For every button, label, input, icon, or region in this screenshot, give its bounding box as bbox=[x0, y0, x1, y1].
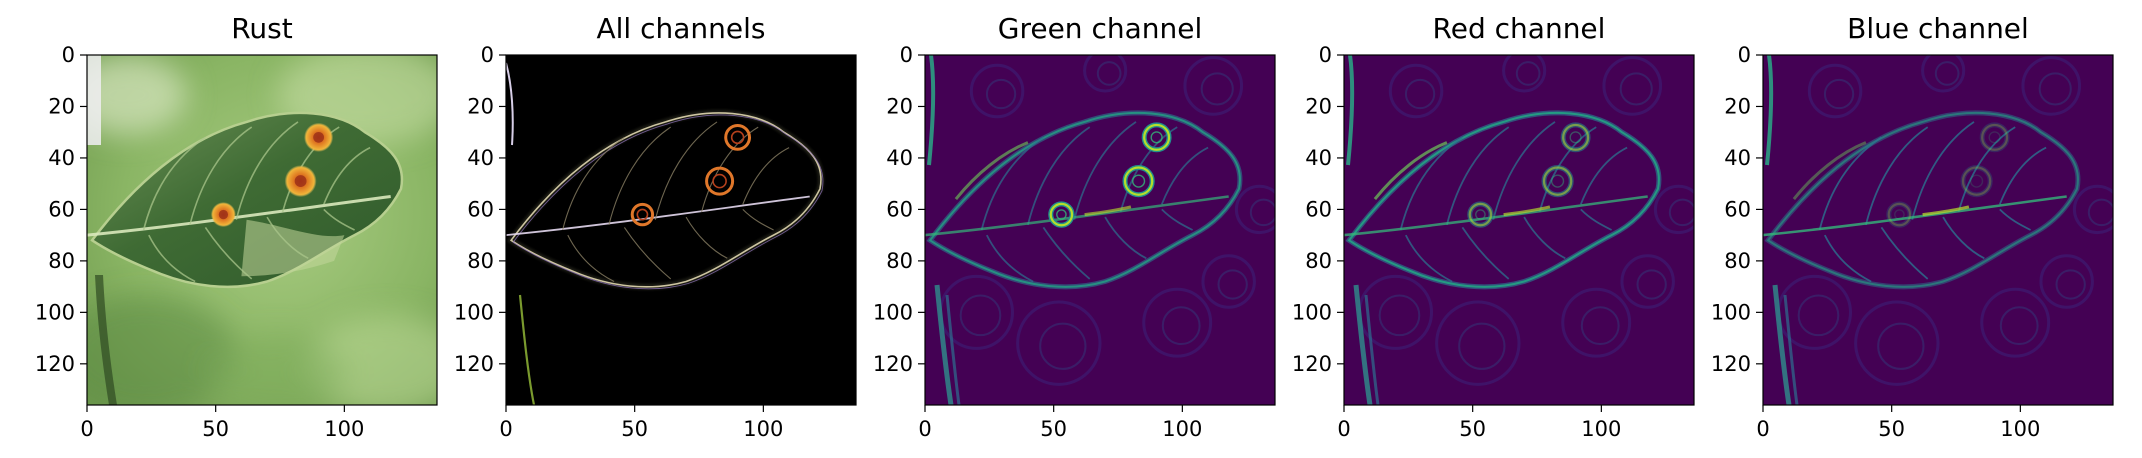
x-tick-label: 100 bbox=[1162, 417, 1202, 441]
x-tick-label: 100 bbox=[324, 417, 364, 441]
y-tick-label: 20 bbox=[886, 94, 913, 118]
x-tick-label: 50 bbox=[1878, 417, 1905, 441]
y-tick-label: 80 bbox=[1305, 249, 1332, 273]
panel-blue-channel: Blue channel 0 20 40 60 80 100 120 0 50 100 bbox=[1711, 12, 2114, 441]
y-tick-label: 100 bbox=[873, 300, 913, 324]
x-tick-label: 100 bbox=[743, 417, 783, 441]
panel-title: Blue channel bbox=[1847, 12, 2029, 45]
y-tick-label: 0 bbox=[481, 43, 494, 67]
panel-title: Rust bbox=[231, 12, 293, 45]
panel-image bbox=[506, 55, 856, 405]
y-tick-label: 80 bbox=[1724, 249, 1751, 273]
panel-red-channel: Red channel 0 20 40 60 80 100 120 0 50 100 bbox=[1292, 12, 1695, 441]
y-tick-label: 60 bbox=[48, 197, 75, 221]
panel-image bbox=[1344, 55, 1694, 405]
x-tick-label: 0 bbox=[1337, 417, 1350, 441]
axes-frame bbox=[1343, 54, 1695, 406]
y-tick-label: 20 bbox=[467, 94, 494, 118]
x-tick-label: 50 bbox=[1040, 417, 1067, 441]
y-tick-label: 40 bbox=[1724, 146, 1751, 170]
axes-frame bbox=[86, 54, 438, 406]
panel-rust: Rust 0 20 40 60 80 100 120 0 50 100 bbox=[35, 12, 438, 441]
x-tick-label: 0 bbox=[918, 417, 931, 441]
y-tick-label: 120 bbox=[1711, 352, 1751, 376]
x-tick-label: 50 bbox=[1459, 417, 1486, 441]
y-tick-label: 60 bbox=[467, 197, 494, 221]
y-tick-label: 20 bbox=[1305, 94, 1332, 118]
panel-green-channel: Green channel 0 20 40 60 80 100 120 0 50 100 bbox=[873, 12, 1276, 441]
panel-image bbox=[87, 55, 437, 405]
axes-frame bbox=[505, 54, 857, 406]
y-tick-label: 120 bbox=[1292, 352, 1332, 376]
y-tick-label: 60 bbox=[1724, 197, 1751, 221]
x-tick-label: 100 bbox=[2000, 417, 2040, 441]
axes-frame bbox=[1762, 54, 2114, 406]
y-tick-label: 60 bbox=[886, 197, 913, 221]
panel-title: Green channel bbox=[998, 12, 1203, 45]
x-tick-label: 0 bbox=[80, 417, 93, 441]
y-tick-label: 120 bbox=[454, 352, 494, 376]
panel-title: All channels bbox=[597, 12, 766, 45]
y-tick-label: 20 bbox=[1724, 94, 1751, 118]
y-tick-label: 0 bbox=[1738, 43, 1751, 67]
x-tick-label: 50 bbox=[621, 417, 648, 441]
y-tick-label: 80 bbox=[467, 249, 494, 273]
panel-image bbox=[925, 55, 1275, 405]
y-tick-label: 20 bbox=[48, 94, 75, 118]
x-tick-label: 100 bbox=[1581, 417, 1621, 441]
panel-image bbox=[1763, 55, 2113, 405]
axes-frame bbox=[924, 54, 1276, 406]
y-tick-label: 40 bbox=[886, 146, 913, 170]
y-tick-label: 0 bbox=[62, 43, 75, 67]
y-tick-label: 0 bbox=[1319, 43, 1332, 67]
y-tick-label: 120 bbox=[873, 352, 913, 376]
y-tick-label: 40 bbox=[1305, 146, 1332, 170]
panel-all-channels: All channels 0 20 40 60 80 100 120 0 50 100 bbox=[454, 12, 857, 441]
x-tick-label: 50 bbox=[202, 417, 229, 441]
y-tick-label: 40 bbox=[467, 146, 494, 170]
y-tick-label: 40 bbox=[48, 146, 75, 170]
y-tick-label: 80 bbox=[886, 249, 913, 273]
y-tick-label: 60 bbox=[1305, 197, 1332, 221]
y-tick-label: 80 bbox=[48, 249, 75, 273]
y-tick-label: 0 bbox=[900, 43, 913, 67]
y-tick-label: 100 bbox=[454, 300, 494, 324]
y-tick-label: 100 bbox=[1292, 300, 1332, 324]
y-tick-label: 100 bbox=[1711, 300, 1751, 324]
y-tick-label: 120 bbox=[35, 352, 75, 376]
x-tick-label: 0 bbox=[1756, 417, 1769, 441]
y-tick-label: 100 bbox=[35, 300, 75, 324]
x-tick-label: 0 bbox=[499, 417, 512, 441]
panel-title: Red channel bbox=[1433, 12, 1606, 45]
